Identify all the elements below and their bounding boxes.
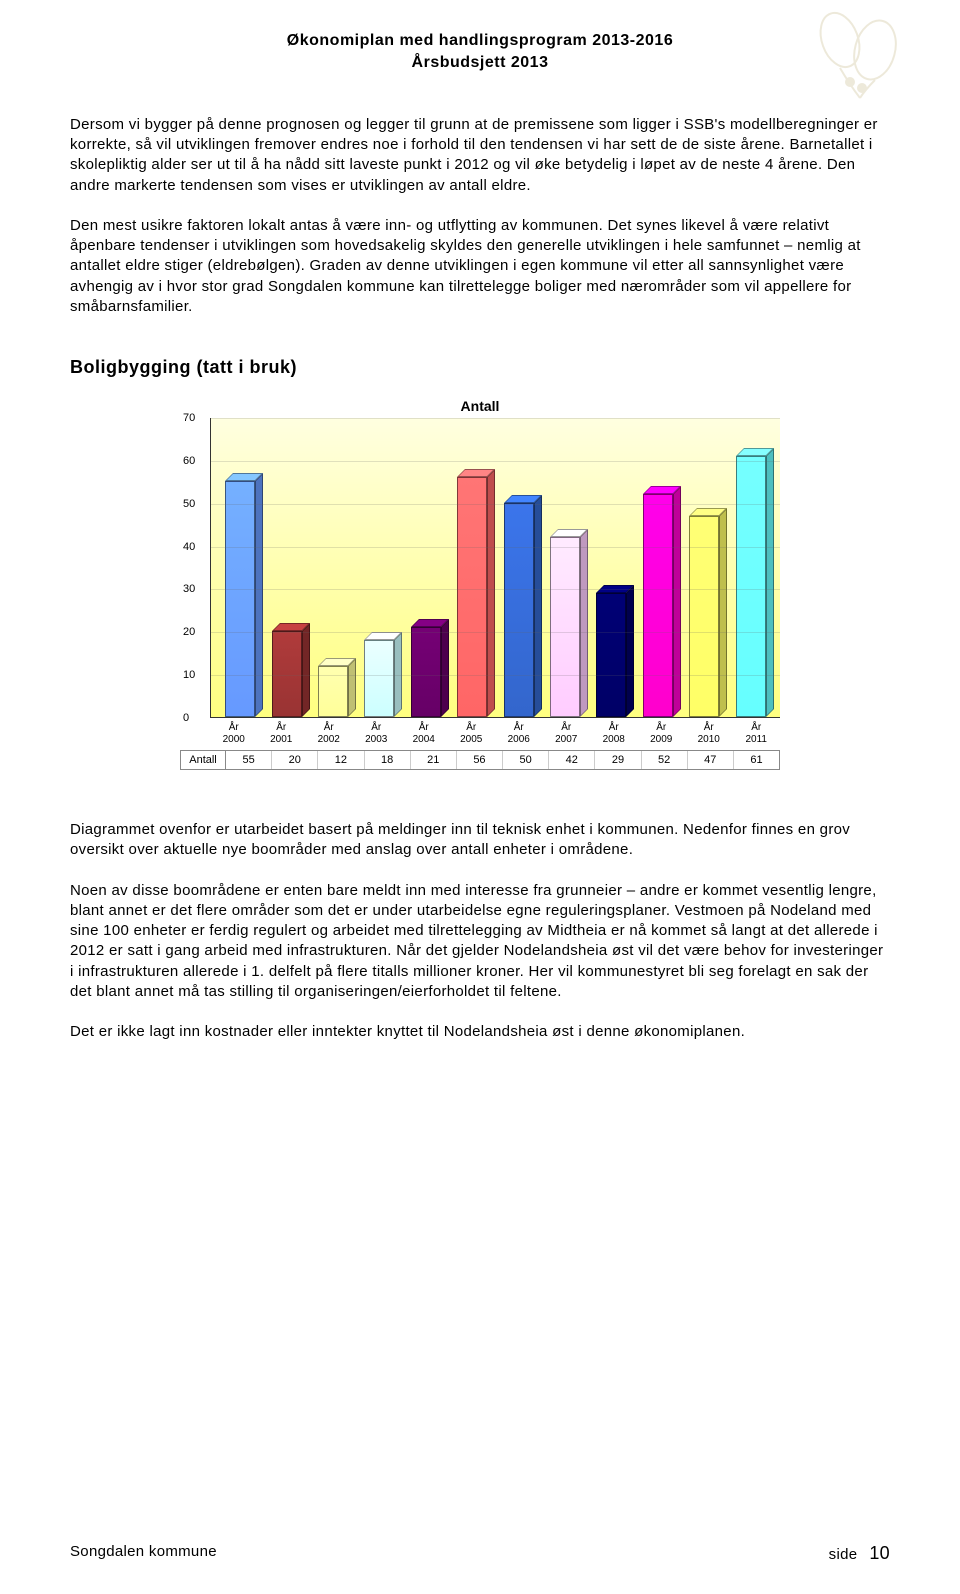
- y-tick-label: 30: [183, 583, 195, 595]
- table-cell: 52: [642, 751, 688, 769]
- paragraph-1: Dersom vi bygger på denne prognosen og l…: [70, 115, 890, 196]
- table-cell: 12: [318, 751, 364, 769]
- table-cell: 29: [595, 751, 641, 769]
- header-line1: Økonomiplan med handlingsprogram 2013-20…: [70, 30, 890, 52]
- page-header: Økonomiplan med handlingsprogram 2013-20…: [70, 30, 890, 75]
- page-footer: Songdalen kommune side 10: [70, 1543, 890, 1564]
- bar: [550, 537, 580, 717]
- chart-x-axis: År2000År2001År2002År2003År2004År2005År20…: [210, 718, 780, 750]
- table-cell: 47: [688, 751, 734, 769]
- y-tick-label: 60: [183, 455, 195, 467]
- chart-title: Antall: [180, 398, 780, 414]
- footer-side-label: side: [829, 1546, 858, 1563]
- table-cell: 61: [734, 751, 779, 769]
- y-tick-label: 70: [183, 412, 195, 424]
- bar: [596, 593, 626, 717]
- bar: [457, 477, 487, 717]
- x-category-label: År2003: [353, 718, 401, 750]
- gridline: [211, 504, 780, 505]
- x-category-label: År2009: [638, 718, 686, 750]
- leaf-decoration-icon: [800, 10, 920, 100]
- x-category-label: År2004: [400, 718, 448, 750]
- bar: [411, 627, 441, 717]
- footer-left: Songdalen kommune: [70, 1543, 217, 1564]
- x-category-label: År2006: [495, 718, 543, 750]
- gridline: [211, 589, 780, 590]
- bar: [736, 456, 766, 717]
- y-tick-label: 50: [183, 498, 195, 510]
- table-row-label: Antall: [181, 751, 226, 769]
- gridline: [211, 675, 780, 676]
- chart-container: Antall 010203040506070 År2000År2001År200…: [70, 398, 890, 770]
- table-cell: 42: [549, 751, 595, 769]
- table-cell: 20: [272, 751, 318, 769]
- x-category-label: År2001: [258, 718, 306, 750]
- x-category-label: År2002: [305, 718, 353, 750]
- paragraph-3: Diagrammet ovenfor er utarbeidet basert …: [70, 820, 890, 861]
- y-tick-label: 20: [183, 626, 195, 638]
- gridline: [211, 461, 780, 462]
- chart-plot-area: 010203040506070: [210, 418, 780, 718]
- table-cell: 21: [411, 751, 457, 769]
- bar: [318, 666, 348, 717]
- x-category-label: År2008: [590, 718, 638, 750]
- gridline: [211, 418, 780, 419]
- x-category-label: År2007: [543, 718, 591, 750]
- bar: [364, 640, 394, 717]
- gridline: [211, 632, 780, 633]
- gridline: [211, 547, 780, 548]
- y-tick-label: 0: [183, 712, 189, 724]
- page-number: 10: [869, 1543, 890, 1564]
- bar: [504, 503, 534, 717]
- header-line2: Årsbudsjett 2013: [70, 52, 890, 74]
- bar: [643, 494, 673, 717]
- section-title: Boligbygging (tatt i bruk): [70, 357, 890, 378]
- bar: [272, 631, 302, 717]
- x-category-label: År2000: [210, 718, 258, 750]
- table-cell: 55: [226, 751, 272, 769]
- x-category-label: År2011: [733, 718, 781, 750]
- chart-data-table: Antall 552012182156504229524761: [180, 750, 780, 770]
- x-category-label: År2010: [685, 718, 733, 750]
- table-cell: 56: [457, 751, 503, 769]
- table-cell: 18: [365, 751, 411, 769]
- paragraph-4: Noen av disse boområdene er enten bare m…: [70, 881, 890, 1003]
- y-tick-label: 10: [183, 669, 195, 681]
- x-category-label: År2005: [448, 718, 496, 750]
- y-tick-label: 40: [183, 541, 195, 553]
- bar: [225, 481, 255, 717]
- paragraph-2: Den mest usikre faktoren lokalt antas å …: [70, 216, 890, 317]
- paragraph-5: Det er ikke lagt inn kostnader eller inn…: [70, 1022, 890, 1042]
- table-cell: 50: [503, 751, 549, 769]
